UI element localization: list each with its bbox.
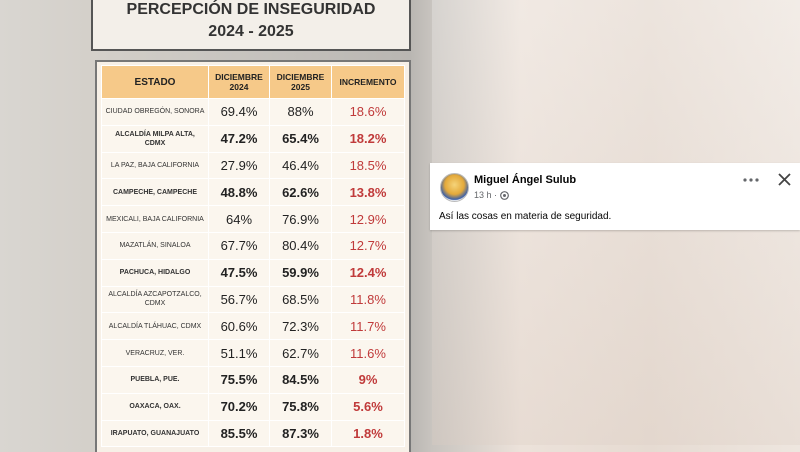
state-cell: LA PAZ, BAJA CALIFORNIA: [101, 151, 209, 180]
state-cell: OAXACA, OAX.: [101, 392, 209, 421]
table-row: LA PAZ, BAJA CALIFORNIA 27.9% 46.4% 18.5%: [101, 151, 405, 180]
post-text: Así las cosas en materia de seguridad.: [439, 211, 612, 222]
state-cell: CAMPECHE, CAMPECHE: [101, 178, 209, 207]
table-row: CAMPECHE, CAMPECHE 48.8% 62.6% 13.8%: [101, 178, 405, 207]
increment-cell: 11.8%: [331, 285, 405, 314]
state-cell: CIUDAD OBREGÓN, SONORA: [101, 98, 209, 126]
value-cell: 84.5%: [269, 365, 332, 394]
value-cell: 75.8%: [269, 392, 332, 421]
table-title-box: PERCEPCIÓN DE INSEGURIDAD 2024 - 2025: [91, 0, 411, 51]
close-button[interactable]: [777, 172, 792, 187]
value-cell: 59.9%: [269, 258, 332, 287]
audience-icon: [500, 191, 509, 200]
value-cell: 76.9%: [269, 205, 332, 233]
increment-cell: 18.2%: [331, 124, 405, 153]
state-cell: MEXICALI, BAJA CALIFORNIA: [101, 205, 209, 233]
table-panel: ESTADO DICIEMBRE 2024 DICIEMBRE 2025 INCREM…: [95, 60, 411, 452]
increment-cell: 11.7%: [331, 312, 405, 341]
increment-cell: 1.8%: [331, 419, 405, 448]
increment-cell: 13.8%: [331, 178, 405, 207]
more-button[interactable]: [743, 177, 759, 183]
increment-cell: 12.7%: [331, 231, 405, 260]
value-cell: 80.4%: [269, 231, 332, 260]
state-cell: VERACRUZ, VER.: [101, 339, 209, 367]
table: ESTADO DICIEMBRE 2024 DICIEMBRE 2025 INCREM…: [101, 65, 405, 448]
table-title: PERCEPCIÓN DE INSEGURIDAD: [126, 1, 376, 18]
value-cell: 56.7%: [208, 285, 270, 314]
value-cell: 65.4%: [269, 124, 332, 153]
table-row: MEXICALI, BAJA CALIFORNIA 64% 76.9% 12.9%: [101, 205, 405, 233]
avatar[interactable]: [440, 173, 469, 202]
increment-cell: 18.5%: [331, 151, 405, 180]
value-cell: 51.1%: [208, 339, 270, 367]
value-cell: 47.5%: [208, 258, 270, 287]
table-row: VERACRUZ, VER. 51.1% 62.7% 11.6%: [101, 339, 405, 367]
value-cell: 64%: [208, 205, 270, 233]
increment-cell: 12.4%: [331, 258, 405, 287]
table-row: OAXACA, OAX. 70.2% 75.8% 5.6%: [101, 392, 405, 421]
value-cell: 68.5%: [269, 285, 332, 314]
value-cell: 62.7%: [269, 339, 332, 367]
table-row: PUEBLA, PUE. 75.5% 84.5% 9%: [101, 365, 405, 394]
increment-cell: 11.6%: [331, 339, 405, 367]
value-cell: 27.9%: [208, 151, 270, 180]
value-cell: 62.6%: [269, 178, 332, 207]
state-cell: PACHUCA, HIDALGO: [101, 258, 209, 287]
value-cell: 70.2%: [208, 392, 270, 421]
column-header: DICIEMBRE 2025: [269, 65, 332, 99]
increment-cell: 9%: [331, 365, 405, 394]
value-cell: 67.7%: [208, 231, 270, 260]
value-cell: 88%: [269, 98, 332, 126]
header-row: ESTADO DICIEMBRE 2024 DICIEMBRE 2025 INCREM…: [101, 65, 405, 99]
state-cell: MAZATLÁN, SINALOA: [101, 231, 209, 260]
table-subtitle: 2024 - 2025: [208, 23, 294, 40]
state-cell: PUEBLA, PUE.: [101, 365, 209, 394]
state-cell: IRAPUATO, GUANAJUATO: [101, 419, 209, 448]
increment-cell: 5.6%: [331, 392, 405, 421]
post-author[interactable]: Miguel Ángel Sulub: [474, 174, 577, 186]
table-row: ALCALDÍA AZCAPOTZALCO, CDMX 56.7% 68.5% 11.…: [101, 285, 405, 314]
state-cell: ALCALDÍA TLÁHUAC, CDMX: [101, 312, 209, 341]
column-header: ESTADO: [101, 65, 209, 99]
table-row: CIUDAD OBREGÓN, SONORA 69.4% 88% 18.6%: [101, 98, 405, 126]
table-row: PACHUCA, HIDALGO 47.5% 59.9% 12.4%: [101, 258, 405, 287]
table-row: ALCALDÍA MILPA ALTA, CDMX 47.2% 65.4% 18.2%: [101, 124, 405, 153]
table-row: ALCALDÍA TLÁHUAC, CDMX 60.6% 72.3% 11.7%: [101, 312, 405, 341]
table-row: MAZATLÁN, SINALOA 67.7% 80.4% 12.7%: [101, 231, 405, 260]
table-row: IRAPUATO, GUANAJUATO 85.5% 87.3% 1.8%: [101, 419, 405, 448]
state-cell: ALCALDÍA AZCAPOTZALCO, CDMX: [101, 285, 209, 314]
column-header: INCREMENTO: [331, 65, 405, 99]
table-body: CIUDAD OBREGÓN, SONORA 69.4% 88% 18.6% ALCAL…: [101, 98, 405, 448]
value-cell: 47.2%: [208, 124, 270, 153]
value-cell: 46.4%: [269, 151, 332, 180]
post-time[interactable]: 13 h ·: [474, 190, 498, 200]
column-header: DICIEMBRE 2024: [208, 65, 270, 99]
value-cell: 60.6%: [208, 312, 270, 341]
increment-cell: 12.9%: [331, 205, 405, 233]
post-card: Miguel Ángel Sulub 13 h · Así las cosas …: [430, 163, 800, 230]
state-cell: ALCALDÍA MILPA ALTA, CDMX: [101, 124, 209, 153]
value-cell: 87.3%: [269, 419, 332, 448]
value-cell: 69.4%: [208, 98, 270, 126]
value-cell: 85.5%: [208, 419, 270, 448]
value-cell: 48.8%: [208, 178, 270, 207]
increment-cell: 18.6%: [331, 98, 405, 126]
value-cell: 72.3%: [269, 312, 332, 341]
value-cell: 75.5%: [208, 365, 270, 394]
